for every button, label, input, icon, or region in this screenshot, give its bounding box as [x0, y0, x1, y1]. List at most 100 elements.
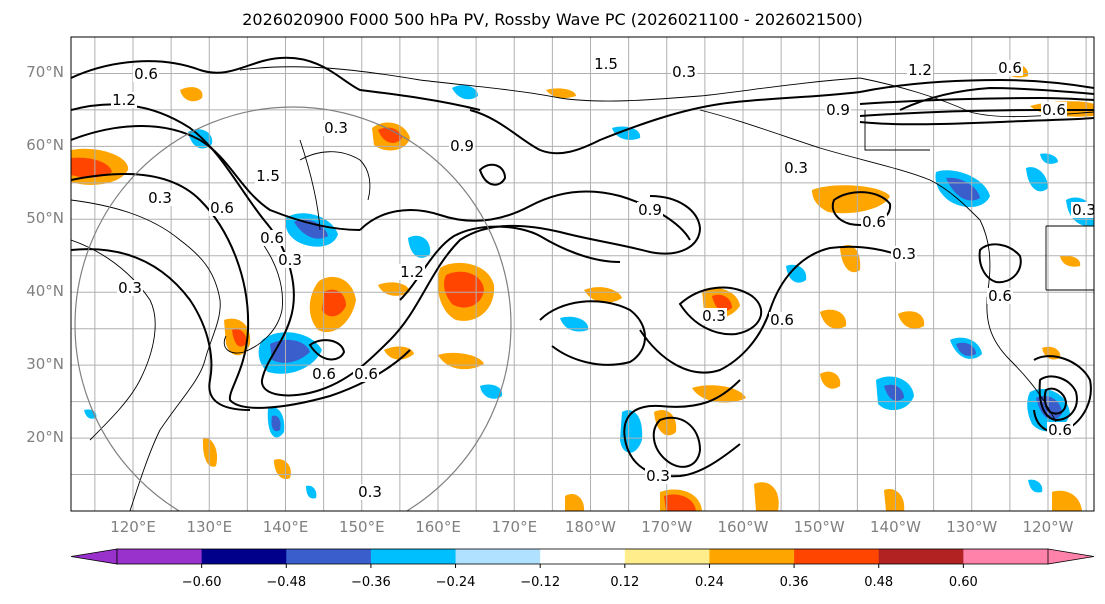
- contour-label: 0.6: [770, 311, 794, 329]
- contour-label: 0.3: [278, 251, 302, 269]
- latitude-label: 60°N: [26, 136, 64, 155]
- latitude-label: 30°N: [26, 355, 64, 374]
- longitude-label: 120°W: [1022, 518, 1074, 536]
- positive-anomaly: [654, 410, 677, 436]
- colorbar-segment: [878, 549, 964, 564]
- contour-label: 1.5: [594, 55, 618, 73]
- positive-anomaly: [71, 157, 112, 178]
- negative-anomaly: [306, 485, 317, 499]
- latitude-label: 20°N: [26, 428, 64, 447]
- contour-label: 0.6: [354, 365, 378, 383]
- longitude-label: 150°W: [793, 518, 845, 536]
- negative-anomaly: [452, 85, 478, 100]
- contour-label: 0.3: [702, 307, 726, 325]
- colorbar-segment: [540, 549, 626, 564]
- contour-label-bg: [671, 64, 697, 80]
- negative-anomaly: [480, 384, 503, 399]
- contour-label: 0.6: [134, 65, 158, 83]
- contour-label-bg: [323, 120, 349, 136]
- negative-anomaly: [560, 316, 589, 332]
- negative-anomaly: [270, 339, 310, 363]
- negative-anomaly: [786, 264, 807, 283]
- colorbar-tick-label: 0.60: [948, 575, 978, 590]
- contour-label: 0.6: [862, 213, 886, 231]
- colorbar-min-arrow: [70, 548, 118, 565]
- contour-label-bg: [399, 264, 425, 280]
- colorbar-segment: [370, 549, 457, 564]
- contour-label-bg: [133, 66, 159, 82]
- contour-label: 1.2: [908, 61, 932, 79]
- contour-label-bg: [353, 366, 379, 382]
- latitude-label: 40°N: [26, 282, 64, 301]
- negative-anomaly: [956, 342, 976, 356]
- positive-anomaly: [884, 488, 905, 511]
- positive-anomaly: [202, 437, 218, 467]
- positive-anomaly: [692, 385, 746, 403]
- contour-label-bg: [111, 92, 137, 108]
- contour-label-bg: [147, 190, 173, 206]
- longitude-label: 150°E: [338, 518, 385, 536]
- contour-label-bg: [1041, 102, 1067, 118]
- longitude-label: 160°W: [717, 518, 769, 536]
- negative-anomaly: [271, 415, 281, 432]
- colorbar-tick-label: 0.36: [779, 575, 809, 590]
- longitude-label: 120°E: [110, 518, 156, 536]
- contour-label: 0.6: [998, 59, 1022, 77]
- contour-label-bg: [987, 288, 1013, 304]
- map-title: 2026020900 F000 500 hPa PV, Rossby Wave …: [242, 10, 863, 29]
- colorbar-segment: [117, 549, 203, 564]
- positive-anomaly: [322, 289, 346, 317]
- contour-label-bg: [825, 102, 851, 118]
- colorbar-tick-label: 0.48: [864, 575, 894, 590]
- positive-anomaly: [546, 88, 576, 98]
- positive-anomaly: [1060, 255, 1081, 267]
- positive-anomaly: [840, 244, 861, 273]
- colorbar-segment: [201, 549, 287, 564]
- pv-contours: [71, 56, 1094, 478]
- positive-anomaly: [898, 311, 925, 329]
- contour-label-bg: [769, 312, 795, 328]
- contour-label: 0.3: [1072, 201, 1096, 219]
- contour-labels: 0.6 1.2 1.5 0.3 0.9 0.6 0.3 0.9 1.2 0.6 0.3 1.5 0.9 0…: [111, 55, 1096, 501]
- longitude-label: 140°W: [870, 518, 921, 536]
- longitude-label: 140°E: [262, 518, 309, 536]
- contour-label-bg: [907, 62, 933, 78]
- latitude-label: 70°N: [26, 63, 64, 82]
- contour-label: 0.9: [638, 201, 662, 219]
- longitude-label: 130°E: [186, 518, 233, 536]
- positive-anomaly: [384, 346, 414, 360]
- longitude-label: 180°W: [565, 518, 616, 536]
- region-circle: [74, 106, 512, 511]
- contour-label-bg: [209, 200, 235, 216]
- colorbar-tick-label: −0.60: [181, 575, 222, 590]
- colorbar: [70, 548, 1095, 568]
- negative-anomaly: [1040, 153, 1058, 164]
- negative-anomaly: [612, 126, 641, 140]
- contour-label: 1.5: [256, 167, 280, 185]
- contour-label-bg: [259, 230, 285, 246]
- negative-anomaly: [1026, 167, 1048, 192]
- colorbar-segment: [709, 549, 795, 564]
- positive-anomaly: [584, 287, 622, 303]
- contour-label-bg: [701, 308, 727, 324]
- negative-anomaly: [884, 384, 904, 401]
- contour-label: 0.6: [988, 287, 1012, 305]
- map-area: 0.6 1.2 1.5 0.3 0.9 0.6 0.3 0.9 1.2 0.6 0.3 1.5 0.9 0…: [71, 37, 1096, 511]
- colorbar-segment: [624, 549, 710, 564]
- contour-label-bg: [861, 214, 887, 230]
- positive-anomaly: [712, 294, 732, 312]
- colorbar-tick-label: −0.24: [435, 575, 476, 590]
- contour-label-bg: [645, 468, 671, 484]
- positive-anomaly: [754, 482, 779, 511]
- colorbar-frame: [116, 548, 1049, 565]
- contour-label: 0.6: [312, 365, 336, 383]
- contour-label: 1.2: [400, 263, 424, 281]
- contour-label: 0.6: [1048, 421, 1072, 439]
- contour-label-bg: [117, 280, 143, 296]
- contour-label: 0.9: [826, 101, 850, 119]
- contour-label: 0.9: [450, 137, 474, 155]
- contour-label-bg: [891, 246, 917, 262]
- contour-label-bg: [311, 366, 337, 382]
- contour-label: 0.3: [672, 63, 696, 81]
